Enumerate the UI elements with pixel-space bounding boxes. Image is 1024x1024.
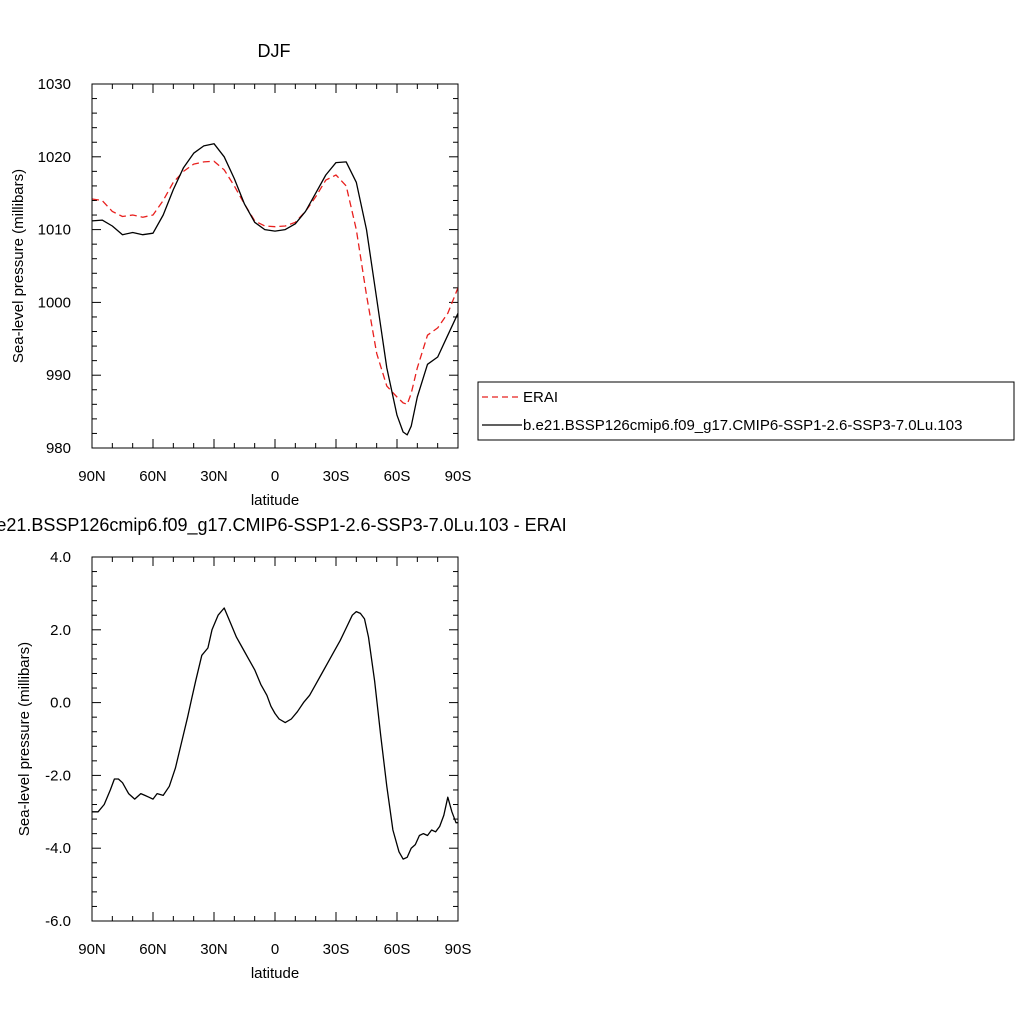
- top-chart-x-tick-label: 60N: [139, 468, 167, 485]
- bottom-chart-x-tick-label: 60N: [139, 941, 167, 958]
- top-chart-y-tick-label: 1010: [38, 222, 71, 239]
- top-chart-y-tick-label: 980: [46, 440, 71, 457]
- top-chart-x-tick-label: 30N: [200, 468, 228, 485]
- bottom-chart-panel: b.e21.BSSP126cmip6.f09_g17.CMIP6-SSP1-2.…: [0, 515, 567, 982]
- bottom-chart-y-tick-label: 0.0: [50, 695, 71, 712]
- top-chart-series-model-line: [91, 143, 459, 436]
- bottom-chart-y-tick-label: 2.0: [50, 622, 71, 639]
- top-chart-x-tick-label: 90S: [445, 468, 472, 485]
- top-chart-x-axis-label: latitude: [251, 492, 299, 509]
- bottom-chart-x-axis-label: latitude: [251, 965, 299, 982]
- bottom-chart-y-tick-label: -6.0: [45, 913, 71, 930]
- bottom-chart-x-tick-label: 60S: [384, 941, 411, 958]
- bottom-chart-x-tick-label: 30N: [200, 941, 228, 958]
- top-chart-x-tick-label: 30S: [323, 468, 350, 485]
- top-chart-y-tick-label: 990: [46, 367, 71, 384]
- bottom-chart-frame: [91, 556, 459, 922]
- bottom-chart-x-tick-label: 0: [271, 941, 279, 958]
- legend-erai-label: ERAI: [523, 389, 558, 406]
- top-chart-title: DJF: [258, 41, 291, 61]
- legend-box: [477, 381, 1015, 441]
- top-chart-y-tick-label: 1000: [38, 294, 71, 311]
- bottom-chart-y-tick-label: 4.0: [50, 549, 71, 566]
- top-chart-y-axis-label: Sea-level pressure (millibars): [10, 169, 27, 363]
- bottom-chart-series-model-line: [92, 607, 458, 860]
- bottom-chart-y-tick-label: -2.0: [45, 767, 71, 784]
- bottom-chart-x-tick-label: 90N: [78, 941, 106, 958]
- top-chart-series-erai-line: [91, 160, 459, 405]
- top-chart-x-tick-label: 60S: [384, 468, 411, 485]
- bottom-chart-x-tick-label: 90S: [445, 941, 472, 958]
- top-chart-x-tick-label: 0: [271, 468, 279, 485]
- chart-legend: ERAI b.e21.BSSP126cmip6.f09_g17.CMIP6-SS…: [477, 381, 1015, 441]
- legend-model-label: b.e21.BSSP126cmip6.f09_g17.CMIP6-SSP1-2.…: [523, 417, 962, 434]
- top-chart-frame: [91, 83, 459, 449]
- top-chart-panel: DJF 90N 60N 30N 0 30S 60S 90S 980 990 1000 1010 102…: [10, 41, 471, 509]
- bottom-chart-title: b.e21.BSSP126cmip6.f09_g17.CMIP6-SSP1-2.…: [0, 515, 567, 536]
- top-chart-x-tick-label: 90N: [78, 468, 106, 485]
- top-chart-y-tick-label: 1020: [38, 149, 71, 166]
- bottom-chart-plot-area: 90N 60N 30N 0 30S 60S 90S -6.0 -4.0 -2.0 0.0 2.0 4.0: [45, 549, 471, 958]
- bottom-chart-y-tick-label: -4.0: [45, 840, 71, 857]
- top-chart-plot-area: 90N 60N 30N 0 30S 60S 90S 980 990 1000 1010 1020 103…: [38, 76, 472, 485]
- bottom-chart-x-tick-label: 30S: [323, 941, 350, 958]
- top-chart-y-tick-label: 1030: [38, 76, 71, 93]
- bottom-chart-y-axis-label: Sea-level pressure (millibars): [16, 642, 33, 836]
